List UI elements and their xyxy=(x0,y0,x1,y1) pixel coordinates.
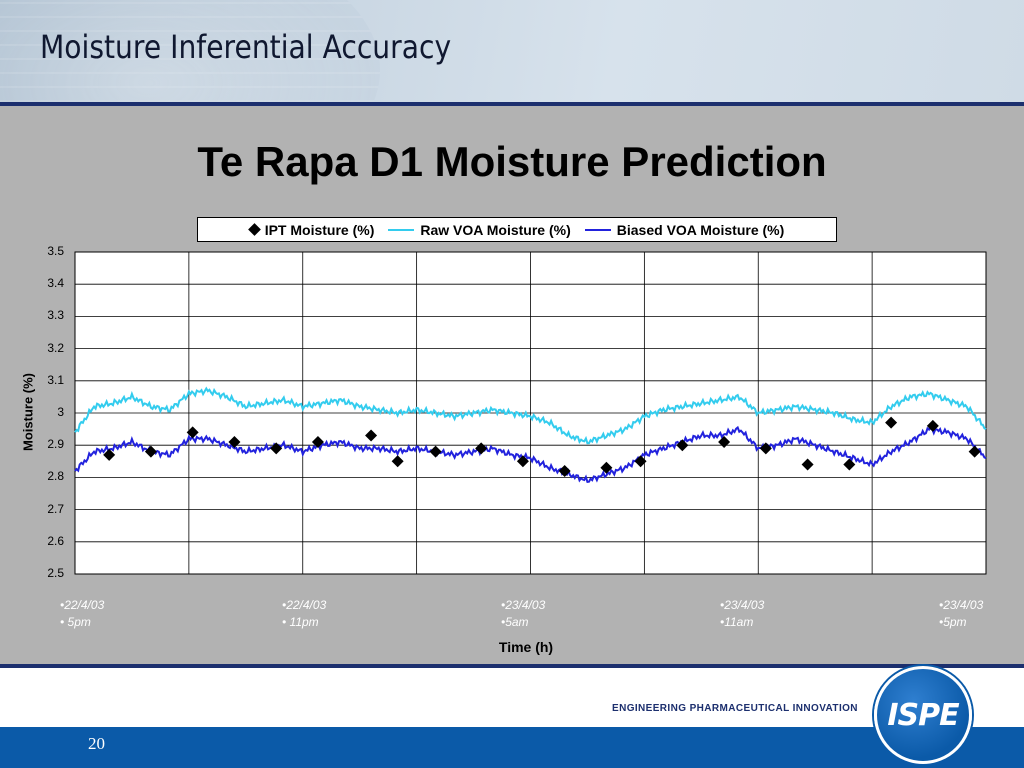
globe-background-graphic xyxy=(0,0,380,102)
y-axis-label: Moisture (%) xyxy=(20,373,36,451)
y-tick-label: 2.8 xyxy=(47,469,64,484)
x-tick-date: •23/4/03 xyxy=(939,598,984,612)
biased-voa-line xyxy=(74,425,987,483)
ipt-point xyxy=(103,448,116,461)
ipt-point xyxy=(270,442,283,455)
x-tick-date: •22/4/03 xyxy=(282,598,327,612)
ipt-point xyxy=(600,461,613,474)
ipt-point xyxy=(801,458,814,471)
ipt-point xyxy=(186,426,199,439)
ipt-point xyxy=(968,445,981,458)
ipt-point xyxy=(676,439,689,452)
ipt-point xyxy=(926,419,939,432)
legend-label-biased-voa: Biased VOA Moisture (%) xyxy=(616,221,785,238)
x-tick-time: • 5pm xyxy=(60,615,91,629)
legend-item-raw-voa: Raw VOA Moisture (%) xyxy=(388,221,571,238)
y-tick-label: 3 xyxy=(57,405,64,419)
logo-text: ISPE xyxy=(887,697,959,733)
legend-item-biased-voa: Biased VOA Moisture (%) xyxy=(584,221,785,238)
x-tick-date: •22/4/03 xyxy=(60,598,105,612)
header-divider xyxy=(0,102,1024,106)
x-tick-label: •22/4/03 • 5pm xyxy=(60,597,104,631)
x-tick-time: •11am xyxy=(720,615,754,629)
ipt-point xyxy=(759,442,772,455)
page-number: 20 xyxy=(88,734,105,753)
y-tick-label: 3.1 xyxy=(47,372,64,387)
legend-label-ipt: IPT Moisture (%) xyxy=(264,221,375,238)
ipt-point xyxy=(311,435,324,448)
y-tick-label: 2.5 xyxy=(47,566,64,580)
chart-legend: IPT Moisture (%) Raw VOA Moisture (%) Bi… xyxy=(197,217,837,242)
ipt-point xyxy=(718,435,731,448)
panel-divider xyxy=(0,664,1024,668)
ipt-point xyxy=(475,442,488,455)
y-tick-label: 3.4 xyxy=(47,276,64,291)
ipt-point xyxy=(391,455,404,468)
line-swatch-icon xyxy=(388,228,415,231)
raw-voa-line xyxy=(74,386,987,445)
y-tick-label: 2.7 xyxy=(47,501,64,516)
ipt-point xyxy=(429,445,442,458)
ipt-point xyxy=(634,455,647,468)
y-tick-label: 2.9 xyxy=(47,437,64,452)
x-tick-time: •5pm xyxy=(939,615,967,629)
chart-title: Te Rapa D1 Moisture Prediction xyxy=(197,138,827,185)
footer-tagline: ENGINEERING PHARMACEUTICAL INNOVATION xyxy=(612,703,858,714)
ipt-point xyxy=(228,435,241,448)
x-tick-label: •23/4/03 •11am xyxy=(720,597,764,631)
legend-label-raw-voa: Raw VOA Moisture (%) xyxy=(420,221,571,238)
x-tick-time: • 11pm xyxy=(282,615,319,629)
ipt-point xyxy=(558,464,571,477)
x-tick-label: •23/4/03 •5pm xyxy=(939,597,983,631)
x-tick-date: •23/4/03 xyxy=(501,598,546,612)
y-tick-label: 3.3 xyxy=(47,308,64,323)
ipt-point xyxy=(144,445,157,458)
ipt-point xyxy=(365,429,378,442)
x-tick-label: •23/4/03 •5am xyxy=(501,597,545,631)
x-tick-label: •22/4/03 • 11pm xyxy=(282,597,326,631)
ispe-logo: ISPE xyxy=(874,666,972,764)
y-tick-label: 3.5 xyxy=(47,244,64,258)
ipt-point xyxy=(843,458,856,471)
slide-header: Moisture Inferential Accuracy xyxy=(0,0,1024,102)
ipt-point xyxy=(885,416,898,429)
line-swatch-icon xyxy=(584,228,611,231)
y-tick-label: 3.2 xyxy=(47,340,64,355)
slide-title: Moisture Inferential Accuracy xyxy=(40,28,452,66)
x-axis-label: Time (h) xyxy=(498,639,554,655)
legend-item-ipt: IPT Moisture (%) xyxy=(247,221,375,238)
y-tick-label: 2.6 xyxy=(47,533,64,548)
ipt-point xyxy=(516,455,529,468)
x-tick-date: •23/4/03 xyxy=(720,598,765,612)
x-tick-time: •5am xyxy=(501,615,529,629)
footer-bar xyxy=(0,727,1024,768)
